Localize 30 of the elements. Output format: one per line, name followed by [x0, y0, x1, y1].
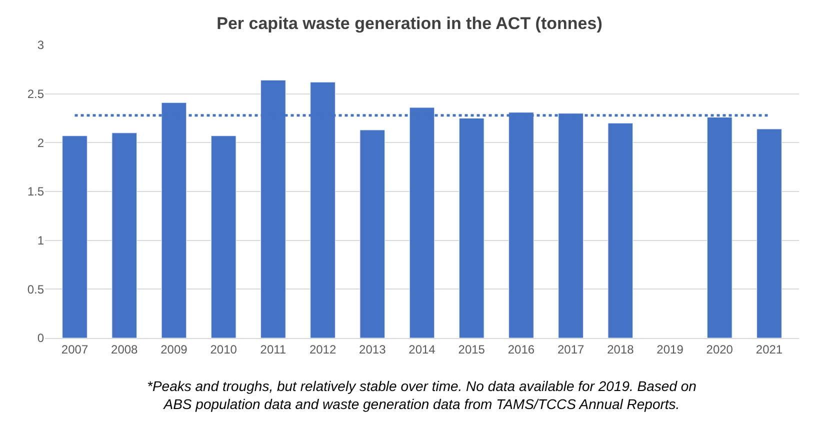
bar — [62, 136, 88, 338]
y-tick-label: 3 — [37, 38, 44, 52]
x-tick-label: 2016 — [508, 342, 535, 356]
y-tick-label: 0 — [37, 331, 44, 346]
y-tick-label: 0.5 — [27, 282, 44, 296]
x-tick-label: 2012 — [309, 342, 336, 356]
x-tick-label: 2018 — [607, 342, 634, 356]
x-tick-label: 2014 — [408, 342, 436, 356]
bar — [210, 136, 236, 338]
x-tick-label: 2013 — [359, 342, 386, 356]
y-tick-label: 1.5 — [27, 184, 44, 199]
chart-title: Per capita waste generation in the ACT (tonnes) — [216, 14, 602, 34]
x-tick-label: 2007 — [61, 342, 88, 356]
x-tick-label: 2020 — [706, 342, 734, 356]
x-tick-label: 2019 — [656, 342, 684, 356]
x-tick-label: 2021 — [756, 342, 783, 356]
x-tick-label: 2008 — [111, 342, 138, 356]
bar — [112, 132, 138, 338]
y-tick-label: 1 — [37, 234, 44, 248]
x-tick-label: 2015 — [458, 342, 486, 356]
x-tick-label: 2017 — [557, 342, 584, 356]
text: *Peaks and troughs, but relatively stable over time. No data available for 2019. Based on ABS population data and waste generation data from TAMS/TCCS Annual Reports. — [147, 378, 697, 412]
y-tick-label: 2.5 — [27, 87, 44, 102]
bar — [608, 122, 634, 338]
x-tick-label: 2011 — [260, 342, 286, 356]
bar — [360, 130, 386, 338]
y-tick-label: 2 — [37, 136, 44, 150]
bar — [756, 128, 782, 338]
x-tick-label: 2009 — [160, 342, 188, 356]
x-tick-label: 2010 — [210, 342, 238, 356]
